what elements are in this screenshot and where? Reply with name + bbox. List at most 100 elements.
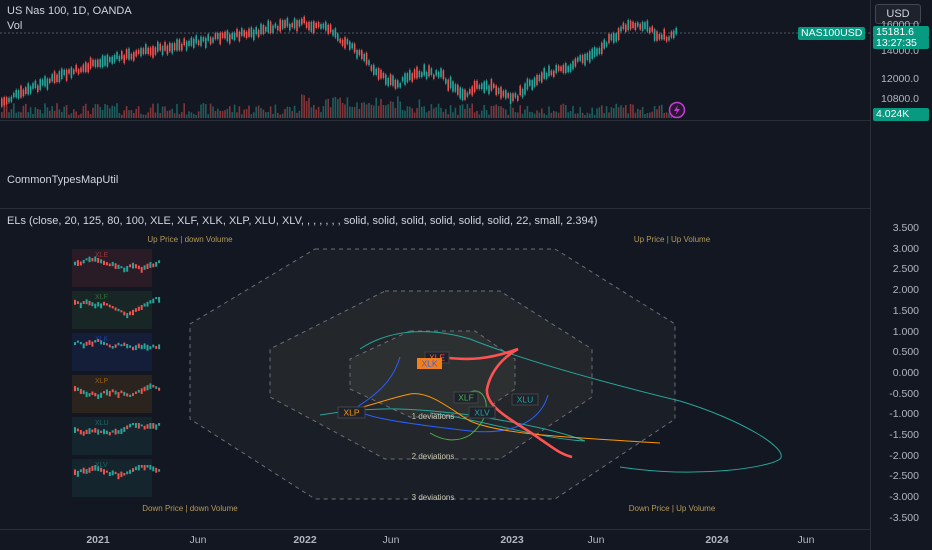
volume-bar [3,104,5,118]
volume-bar [224,110,226,118]
price-candle [332,29,334,36]
mini-candle [140,266,143,273]
volume-bar [243,109,245,118]
mini-candle [126,471,129,475]
price-candle [236,28,238,37]
price-candle [70,67,73,79]
els-indicator-chart[interactable]: XLE XLF XLK XLP XLU XLV Up Price | down Volum… [0,209,870,529]
volume-bar [663,112,665,118]
volume-bar [164,106,166,118]
price-candle [406,73,409,83]
mini-candle [120,344,123,347]
price-candle [101,55,104,68]
price-candle [589,51,591,63]
volume-bar [140,113,142,118]
xle-trajectory [439,347,573,459]
mini-candle [85,299,88,305]
volume-bar [495,104,497,118]
price-candle [545,72,548,79]
mini-candle [117,473,120,480]
price-candle [481,83,483,90]
mini-candle [97,394,100,399]
volume-bar [125,106,128,118]
indicator-common-types-title[interactable]: CommonTypesMapUtil [7,174,119,186]
volume-bar [466,103,469,118]
volume-bar [476,110,478,118]
ticker-label-xlv: XLV [468,406,496,419]
price-candle [245,31,248,39]
volume-bar [442,111,445,118]
price-candle [625,24,627,32]
price-candle [382,72,385,79]
volume-bar [202,103,205,118]
mini-panel-label: XLU [95,420,109,427]
volume-bar [416,108,418,118]
indicator-els-title[interactable]: ELs (close, 20, 125, 80, 100, XLE, XLF, … [7,215,598,227]
volume-bar [649,112,651,118]
price-candle [433,74,435,79]
volume-label[interactable]: Vol [7,20,23,32]
mini-panel-bg [72,333,152,371]
volume-bar [250,113,253,118]
volume-bar [608,112,610,118]
price-candle [301,18,303,25]
symbol-title[interactable]: US Nas 100, 1D, OANDA [7,5,132,17]
price-candle [598,47,601,54]
volume-bar [620,105,622,118]
price-candle [425,71,428,79]
price-candle [349,41,351,50]
mini-candle [85,429,88,435]
volume-bar [289,107,291,118]
deviation-ring-3 [189,248,676,500]
price-candle [569,64,572,72]
volume-bar [123,110,125,118]
volume-bar [315,109,317,118]
price-candle [291,23,293,28]
volume-bar [457,114,459,118]
price-candle [253,29,255,41]
mini-candle [76,260,79,266]
mini-candle [85,469,88,474]
volume-bar [217,108,219,118]
volume-bar [502,108,505,118]
price-candle [267,20,269,33]
price-candle [310,21,313,32]
volume-bar [668,113,670,118]
currency-button[interactable]: USD [875,4,921,24]
volume-bar [526,105,529,118]
price-candle [125,49,128,59]
mini-candle [132,423,134,426]
volume-bar [128,110,130,118]
volume-bar [377,105,380,118]
mini-candle [114,344,117,348]
mini-candle [108,472,111,477]
els-y-tick: -3.500 [889,511,919,524]
mini-candle [129,311,132,316]
mini-candle [140,305,143,310]
mini-candle [88,340,91,345]
lightning-bolt-icon [674,105,680,115]
volume-bar [437,103,440,118]
mini-candle [132,468,134,472]
volume-bar [627,113,629,118]
price-candle [469,89,471,94]
volume-bar [531,112,533,118]
xlf-trajectory [429,390,487,441]
mini-candle [103,301,105,306]
mini-candle [88,256,91,263]
volume-bar [241,114,243,118]
mini-candle [137,465,140,471]
price-candle [572,60,574,70]
volume-bar [555,111,557,118]
price-candle [3,97,5,106]
price-chart[interactable] [0,0,870,120]
volume-bar [485,109,488,118]
volume-bar [310,107,313,118]
volume-bar [46,107,49,118]
price-candle [608,34,610,44]
volume-bar [464,108,466,118]
price-candle [284,20,286,29]
mini-candle [132,309,134,316]
mini-candle [111,261,114,267]
mini-candle [88,300,91,306]
